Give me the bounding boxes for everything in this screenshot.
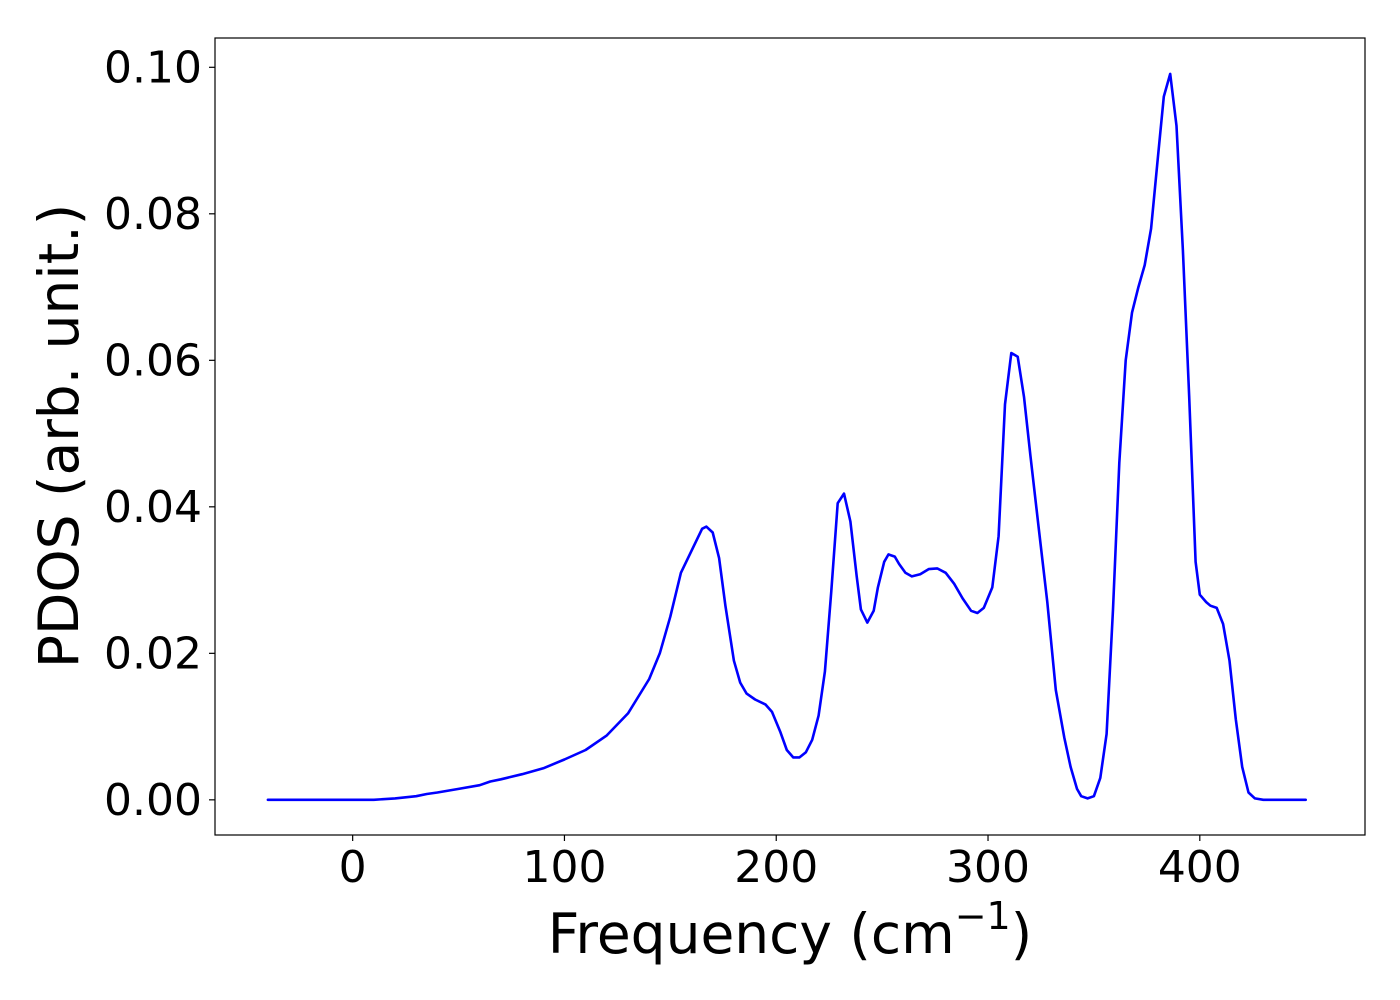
x-tick-label: 400 <box>1158 842 1242 893</box>
x-axis-label-close: ) <box>1011 902 1032 966</box>
x-tick-label: 100 <box>522 842 606 893</box>
plot-area <box>214 37 1366 836</box>
x-axis-label-text: Frequency (cm <box>548 902 955 966</box>
y-tick-label: 0.08 <box>104 189 202 240</box>
y-axis-label: PDOS (arb. unit.) <box>27 204 91 668</box>
x-axis-label-exponent: −1 <box>955 894 1011 938</box>
axes-frame <box>214 37 1366 836</box>
x-tick-label: 200 <box>734 842 818 893</box>
x-tick-label: 0 <box>339 842 367 893</box>
pdos-series-line <box>266 72 1307 802</box>
y-axis-ticks: 0.00 0.02 0.04 0.06 0.08 0.10 <box>104 42 215 826</box>
x-axis-label: Frequency (cm−1) <box>548 894 1032 966</box>
x-axis-ticks: 0 100 200 300 400 <box>339 835 1242 893</box>
x-tick-label: 300 <box>946 842 1030 893</box>
y-tick-label: 0.06 <box>104 335 202 386</box>
y-tick-label: 0.00 <box>104 775 202 826</box>
y-tick-label: 0.10 <box>104 42 202 93</box>
y-tick-label: 0.02 <box>104 628 202 679</box>
y-tick-label: 0.04 <box>104 482 202 533</box>
